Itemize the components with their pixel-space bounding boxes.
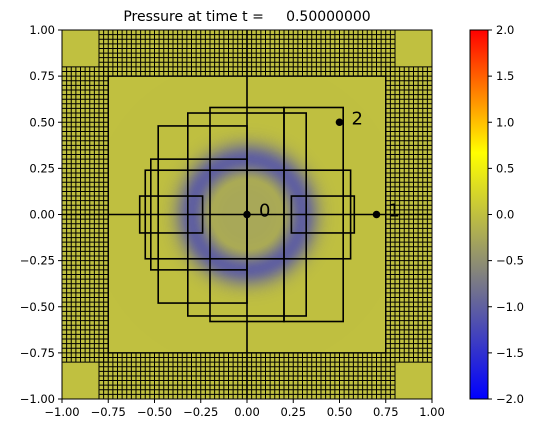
colorbar-tick-label: −2.0: [496, 392, 524, 406]
gauge-marker: [335, 118, 344, 127]
colorbar-tick-label: 2.0: [496, 23, 514, 37]
gauges: 0 1 2: [243, 108, 400, 222]
x-tick-label: −1.00: [44, 405, 79, 419]
refinement-patch: [138, 195, 204, 234]
x-tick-label: 0.25: [280, 405, 306, 419]
gauge-label: 1: [389, 201, 400, 222]
gauge-marker: [243, 210, 251, 219]
colorbar-tick-label: 0.0: [496, 208, 514, 222]
gauge-marker: [372, 210, 381, 219]
y-tick-label: 1.00: [29, 23, 55, 37]
colorbar-tick-label: −1.0: [496, 300, 524, 314]
plot-area: 0 1 2: [61, 29, 433, 400]
colorbar-ticks: −2.0 −1.5 −1.0 −0.5 0.0 0.5 1.0 1.5 2.0: [488, 23, 524, 406]
gauge-label: 0: [259, 201, 270, 222]
y-tick-label: −0.75: [20, 346, 55, 360]
y-tick-label: 0.00: [29, 208, 55, 222]
colorbar-tick-label: 1.0: [496, 115, 514, 129]
gauge-label: 2: [352, 108, 363, 129]
y-tick-label: 0.75: [29, 69, 55, 83]
colorbar-tick-label: −1.5: [496, 346, 524, 360]
y-tick-label: 0.50: [29, 115, 55, 129]
x-tick-label: 1.00: [419, 405, 445, 419]
refinement-patch: [187, 112, 308, 317]
y-tick-label: −1.00: [20, 392, 55, 406]
inner-box: [107, 75, 387, 354]
x-axis: −1.00 −0.75 −0.50 −0.25 0.00 0.25 0.50 0.75 1.00: [44, 399, 445, 419]
x-tick-label: 0.75: [373, 405, 399, 419]
y-tick-label: −0.50: [20, 300, 55, 314]
x-tick-label: 0.50: [327, 405, 353, 419]
y-tick-label: −0.25: [20, 254, 55, 268]
x-tick-label: 0.00: [234, 405, 260, 419]
colorbar-tick-label: 1.5: [496, 69, 514, 83]
refinement-patch: [290, 195, 356, 234]
refinement-patch: [283, 106, 345, 323]
y-axis: −1.00 −0.75 −0.50 −0.25 0.00 0.25 0.50 0.75 1.00: [20, 23, 62, 406]
colorbar-tick-label: −0.5: [496, 254, 524, 268]
x-tick-label: −0.75: [91, 405, 126, 419]
x-tick-label: −0.50: [137, 405, 172, 419]
colorbar-tick-label: 0.5: [496, 161, 514, 175]
colorbar-gradient: [470, 30, 488, 399]
colorbar: −2.0 −1.5 −1.0 −0.5 0.0 0.5 1.0 1.5 2.0: [469, 23, 524, 406]
y-tick-label: 0.25: [29, 161, 55, 175]
x-tick-label: −0.25: [183, 405, 218, 419]
chart-title: Pressure at time t = 0.50000000: [123, 9, 370, 25]
